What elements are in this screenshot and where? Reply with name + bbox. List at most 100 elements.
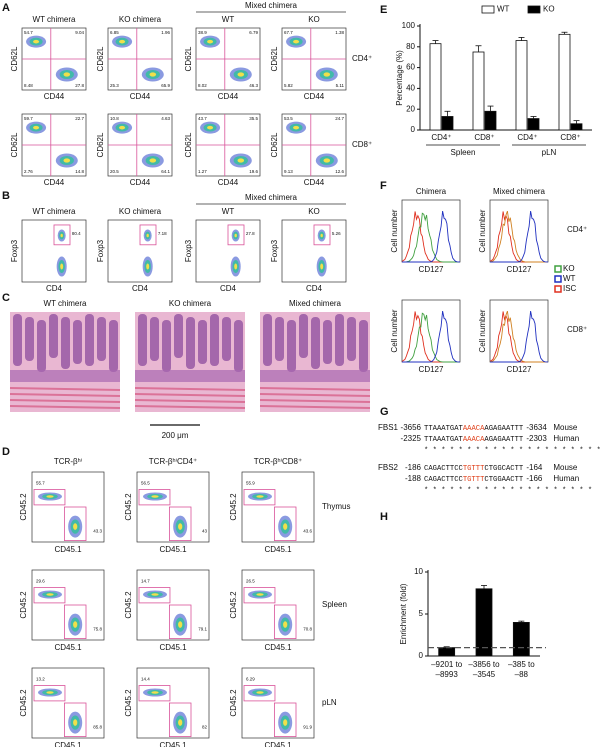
cell-cluster bbox=[178, 719, 183, 726]
y-axis-label: CD45.2 bbox=[229, 689, 238, 717]
villus bbox=[49, 314, 58, 358]
muscle-layer bbox=[259, 387, 371, 391]
y-tick-label: 0 bbox=[419, 651, 424, 660]
y-axis-label: Cell number bbox=[478, 309, 487, 352]
panel-label: E bbox=[380, 4, 387, 16]
gate-value: 70.8 bbox=[303, 627, 312, 632]
x-axis-label: CD44 bbox=[218, 92, 239, 101]
quadrant-value: 6.85 bbox=[110, 30, 119, 35]
cell-cluster bbox=[323, 158, 331, 163]
gate bbox=[33, 587, 66, 604]
x-axis-label: CD127 bbox=[507, 265, 532, 274]
group-label: pLN bbox=[542, 148, 557, 157]
y-axis-label: CD45.2 bbox=[124, 493, 133, 521]
x-axis-label: CD45.1 bbox=[264, 545, 292, 554]
column-header: TCR-βʰⁱCD8⁺ bbox=[254, 457, 302, 466]
quadrant-value: 65.9 bbox=[161, 83, 170, 88]
bar bbox=[515, 40, 528, 131]
panel-label: G bbox=[380, 406, 389, 418]
y-axis-label: CD62L bbox=[184, 46, 193, 71]
x-tick-label: CD4⁺ bbox=[431, 133, 451, 142]
x-tick-label: CD8⁺ bbox=[474, 133, 494, 142]
cell-cluster bbox=[237, 158, 245, 163]
gate-value: 85.8 bbox=[93, 725, 102, 730]
histogram bbox=[402, 211, 461, 263]
muscle-layer bbox=[9, 399, 121, 403]
quadrant-value: 1.38 bbox=[335, 30, 344, 35]
column-header: TCR-βʰⁱ bbox=[54, 457, 82, 466]
column-header: WT chimera bbox=[33, 207, 77, 216]
cell-cluster bbox=[256, 495, 264, 498]
villus bbox=[85, 314, 94, 366]
y-axis-label: CD62L bbox=[10, 46, 19, 71]
muscle-layer bbox=[134, 399, 246, 403]
villus bbox=[311, 317, 320, 369]
column-header: KO chimera bbox=[119, 207, 162, 216]
y-axis-label: Cell number bbox=[390, 309, 399, 352]
legend-label: WT bbox=[497, 5, 510, 14]
quadrant-value: 4.63 bbox=[161, 116, 170, 121]
x-axis-label: CD45.1 bbox=[264, 741, 292, 747]
y-axis-label: CD62L bbox=[96, 132, 105, 157]
muscle-layer bbox=[259, 399, 371, 403]
mucosa bbox=[135, 370, 245, 382]
villus bbox=[222, 317, 231, 361]
column-header: WT bbox=[222, 15, 235, 24]
bar bbox=[484, 110, 497, 131]
muscle-layer bbox=[259, 405, 371, 409]
quadrant-value: 53.5 bbox=[284, 116, 293, 121]
gate bbox=[64, 604, 87, 639]
row-label: Thymus bbox=[322, 502, 350, 511]
column-header: Mixed chimera bbox=[245, 193, 298, 202]
row-label: CD8⁺ bbox=[352, 140, 372, 149]
bar bbox=[441, 116, 454, 131]
villus bbox=[186, 317, 195, 369]
quadrant-value: 67.7 bbox=[284, 30, 293, 35]
gate bbox=[243, 587, 276, 604]
position-start: -188 bbox=[405, 474, 422, 483]
villus bbox=[162, 320, 171, 372]
mucosa bbox=[260, 370, 370, 382]
histogram bbox=[490, 311, 549, 363]
cell-cluster bbox=[63, 72, 71, 77]
muscle-layer bbox=[9, 387, 121, 391]
quadrant-value: 1.27 bbox=[198, 169, 207, 174]
legend-swatch bbox=[527, 5, 541, 14]
quadrant-value: 5.11 bbox=[336, 83, 345, 88]
column-header: TCR-βʰⁱCD4⁺ bbox=[149, 457, 197, 466]
gate-value: 55.9 bbox=[246, 480, 255, 485]
bar bbox=[558, 33, 571, 131]
sequence-flank: TTAAATGAT bbox=[424, 436, 464, 444]
plot-frame bbox=[401, 299, 461, 363]
cell-cluster bbox=[46, 495, 54, 498]
plot-frame bbox=[489, 299, 549, 363]
y-axis-label: CD62L bbox=[270, 132, 279, 157]
gate bbox=[168, 506, 192, 541]
x-axis-label: CD45.1 bbox=[159, 741, 187, 747]
cell-cluster bbox=[73, 719, 78, 726]
gate-value: 75.8 bbox=[93, 627, 102, 632]
gate bbox=[64, 506, 87, 541]
sequence: CAGACTTCCTGTTTCTGGAACTT bbox=[424, 476, 524, 484]
villus bbox=[359, 320, 368, 372]
cell-cluster bbox=[146, 263, 150, 270]
species: Human bbox=[553, 434, 579, 443]
gate-value: 43 bbox=[202, 529, 208, 534]
villus bbox=[287, 320, 296, 372]
villus bbox=[299, 314, 308, 358]
legend-label: KO bbox=[543, 5, 555, 14]
gate bbox=[273, 604, 297, 639]
villus bbox=[25, 317, 34, 361]
row-label: Spleen bbox=[322, 600, 347, 609]
y-axis-label: Foxp3 bbox=[96, 239, 105, 262]
muscle-layer bbox=[9, 405, 121, 409]
cell-cluster bbox=[234, 263, 238, 270]
position-start: -3656 bbox=[401, 423, 422, 432]
cell-cluster bbox=[293, 125, 300, 130]
quadrant-value: 12.6 bbox=[335, 169, 344, 174]
bar bbox=[527, 118, 540, 131]
quadrant-value: 27.8 bbox=[75, 83, 84, 88]
y-axis-label: CD62L bbox=[270, 46, 279, 71]
x-axis-label: CD44 bbox=[304, 92, 325, 101]
cell-cluster bbox=[207, 125, 214, 130]
